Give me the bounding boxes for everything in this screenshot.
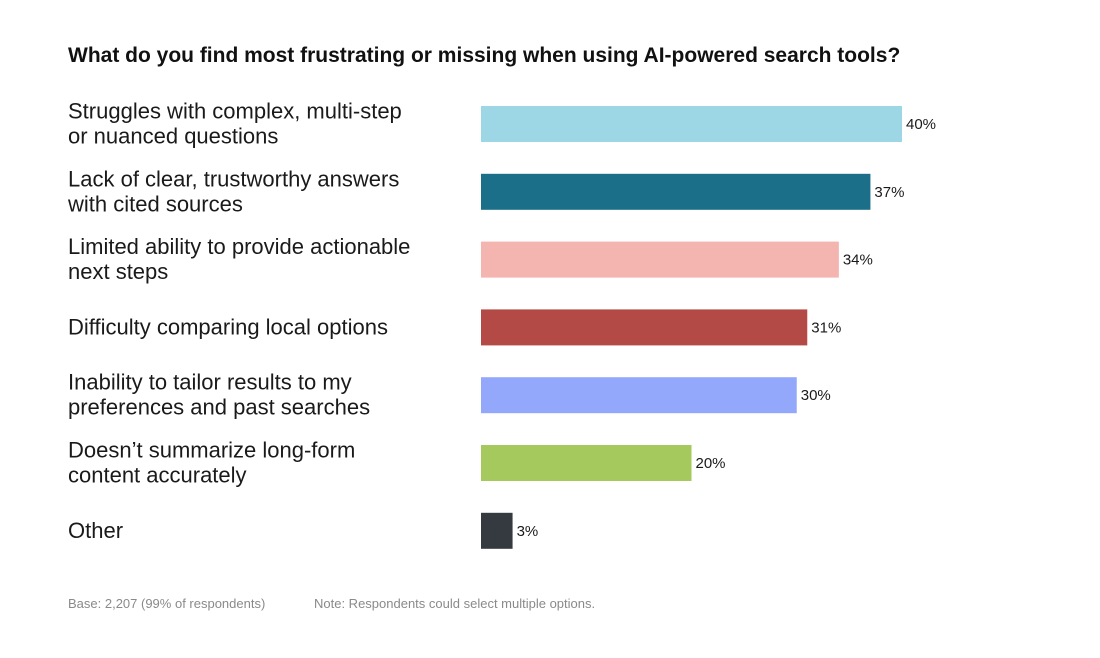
value-label: 34% [843,252,873,269]
value-label: 40% [906,116,936,133]
note-footnote: Note: Respondents could select multiple … [314,596,596,611]
bar [481,106,902,142]
value-label: 30% [801,387,831,404]
bar [481,173,871,210]
bar [481,445,692,481]
category-label-line: preferences and past searches [68,395,370,420]
category-label-line: Doesn’t summarize long-form [68,438,355,463]
category-label-line: Struggles with complex, multi-step [68,99,402,124]
bar [481,241,839,278]
value-label: 3% [517,523,539,540]
category-label-line: next steps [68,259,168,284]
category-label: Difficulty comparing local options [68,314,388,339]
value-label: 37% [874,184,904,201]
category-label: Other [68,518,123,543]
category-label-line: Lack of clear, trustworthy answers [68,166,399,191]
category-label-line: Limited ability to provide actionable [68,234,410,259]
category-label: Limited ability to provide actionable nex… [68,234,410,284]
bar [481,512,513,549]
category-label-line: Difficulty comparing local options [68,314,388,339]
category-label: Struggles with complex, multi-step or nua… [68,99,402,149]
value-label: 20% [696,455,726,472]
category-label: Inability to tailor results to my prefere… [68,370,370,420]
category-label-line: or nuanced questions [68,124,278,149]
bar [481,309,808,346]
category-label: Doesn’t summarize long-form content accur… [68,438,355,488]
value-label: 31% [811,319,841,336]
base-footnote: Base: 2,207 (99% of respondents) [68,596,266,611]
category-label: Lack of clear, trustworthy answers with c… [67,166,399,216]
category-label-line: with cited sources [67,191,243,216]
category-label-line: Other [68,518,123,543]
chart-title: What do you find most frustrating or mis… [68,44,901,67]
category-label-line: Inability to tailor results to my [68,370,352,395]
bar [481,377,797,414]
category-label-line: content accurately [68,463,247,488]
